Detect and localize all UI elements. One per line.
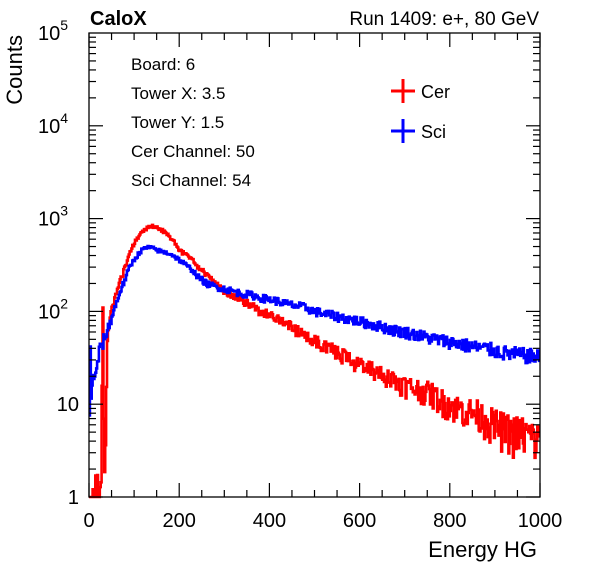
y-tick-label: 105 — [38, 17, 68, 45]
y-tick-label: 1 — [68, 487, 79, 509]
y-tick-label: 102 — [38, 295, 68, 323]
info-line: Board: 6 — [131, 55, 195, 74]
legend: Cer Sci — [391, 79, 450, 143]
info-line: Tower Y: 1.5 — [131, 113, 224, 132]
labels-layer: 0 200 400 600 800 1000 1 10 102 103 104 105 — [38, 17, 562, 532]
series-cer-line — [89, 223, 541, 499]
y-tick-label: 10 — [57, 394, 79, 416]
x-tick-label: 0 — [83, 510, 94, 532]
ticks-layer — [88, 33, 541, 498]
legend-label: Cer — [421, 82, 450, 102]
x-tick-label: 200 — [163, 510, 196, 532]
y-tick-label: 104 — [38, 110, 68, 138]
x-tick-label: 800 — [433, 510, 466, 532]
x-tick-label: 1000 — [518, 510, 563, 532]
info-line: Tower X: 3.5 — [131, 84, 226, 103]
info-box: Board: 6 Tower X: 3.5 Tower Y: 1.5 Cer Chan… — [131, 55, 255, 190]
legend-label: Sci — [421, 122, 446, 142]
x-tick-label: 400 — [253, 510, 286, 532]
series-sci-line — [88, 244, 541, 417]
info-line: Sci Channel: 54 — [131, 171, 251, 190]
info-line: Cer Channel: 50 — [131, 142, 255, 161]
x-tick-label: 600 — [343, 510, 376, 532]
x-axis-title: Energy HG — [428, 537, 537, 562]
y-axis-title: Counts — [2, 35, 27, 105]
y-tick-label: 103 — [38, 203, 68, 231]
series-layer — [88, 223, 541, 499]
header-right: Run 1409: e+, 80 GeV — [349, 9, 539, 30]
header-left: CaloX — [90, 8, 147, 30]
